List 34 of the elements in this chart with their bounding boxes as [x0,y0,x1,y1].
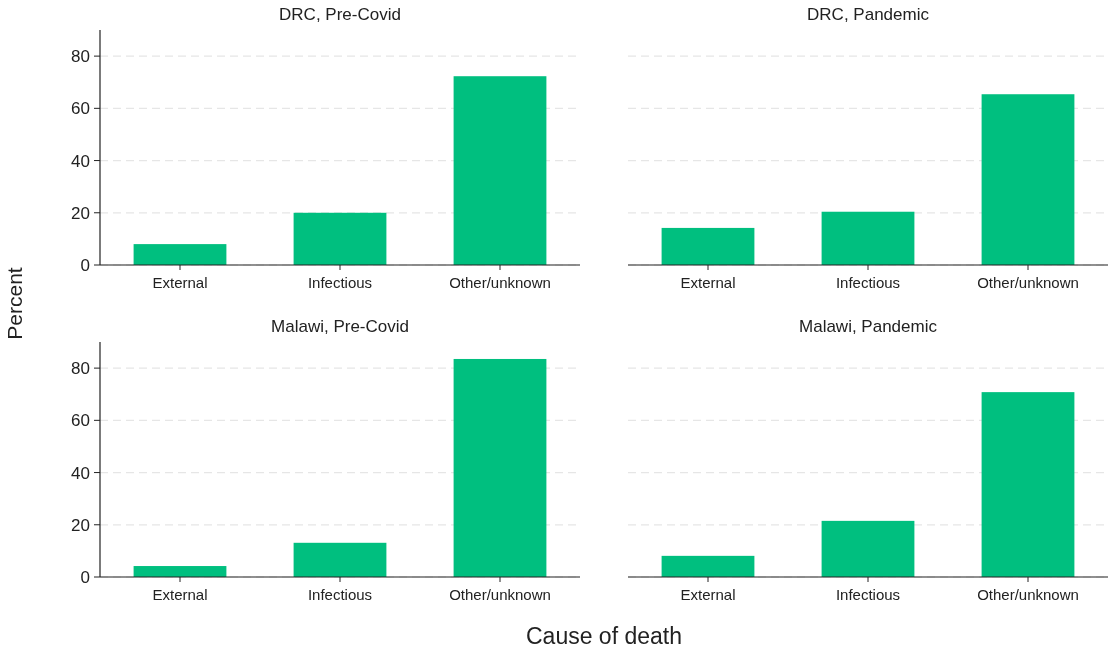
x-tick-label: Infectious [835,274,901,291]
x-tick-label: External [680,274,736,291]
x-tick-label: Other/unknown [449,586,551,603]
bar [453,358,547,577]
x-axis-title: Cause of death [525,623,683,649]
x-tick-label: External [152,586,208,603]
y-tick-label: 40 [71,151,90,171]
x-tick-label: Other/unknown [449,274,551,291]
chart-title: Malawi, Pandemic [799,317,938,336]
x-tick-label: Infectious [307,586,373,603]
x-tick-label: Other/unknown [977,586,1079,603]
chart-title: DRC, Pandemic [807,5,930,24]
bar [293,212,387,265]
y-tick-label: 60 [71,411,90,431]
x-tick-label: Infectious [307,274,373,291]
bar [133,566,227,577]
y-tick-label: 60 [71,99,90,119]
chart-title: DRC, Pre-Covid [279,5,401,24]
x-tick-label: Other/unknown [977,274,1079,291]
x-tick-label: External [680,586,736,603]
y-tick-label: 20 [71,203,90,223]
x-tick-label: Infectious [835,586,901,603]
bar [293,542,387,577]
y-tick-label: 0 [80,567,90,587]
y-axis-title: Percent [3,267,26,340]
y-tick-label: 40 [71,463,90,483]
bar [453,76,547,265]
y-tick-label: 20 [71,515,90,535]
x-tick-label: External [152,274,208,291]
bar [133,244,227,265]
chart-title: Malawi, Pre-Covid [271,317,409,336]
y-tick-label: 0 [80,255,90,275]
y-tick-label: 80 [71,359,90,379]
y-tick-label: 80 [71,47,90,67]
